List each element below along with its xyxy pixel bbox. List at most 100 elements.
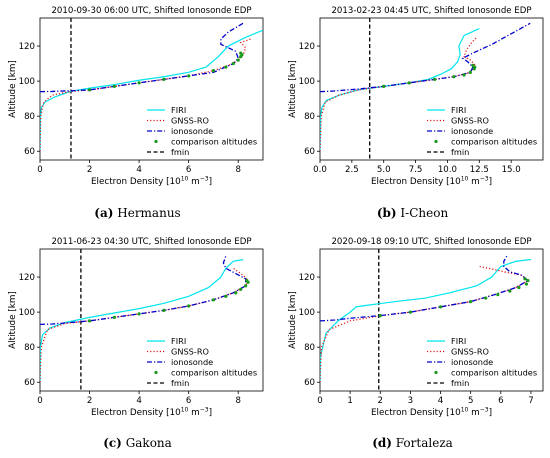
x-tick-label: 0 (37, 396, 42, 406)
series-line-ionosonde (40, 22, 244, 93)
legend-label: ionosonde (171, 357, 213, 367)
x-tick-label: 8 (235, 165, 240, 175)
x-tick-label: 4 (136, 396, 141, 406)
x-tick-label: 4 (438, 396, 443, 406)
y-tick-label: 100 (299, 77, 315, 87)
comparison-point (224, 294, 228, 298)
legend-label: fmin (451, 147, 469, 157)
chart-4: 2020-09-18 09:10 UTC, Shifted Ionosonde … (288, 237, 544, 418)
x-tick-label: 5 (468, 396, 473, 406)
legend-label: comparison altitudes (171, 368, 257, 378)
chart-1: 2010-09-30 06:00 UTC, Shifted Ionosonde … (8, 6, 264, 188)
x-tick-label: 2.5 (345, 165, 359, 175)
comparison-point (484, 296, 488, 300)
x-tick-label: 7 (528, 396, 533, 406)
y-tick-label: 120 (19, 42, 35, 52)
comparison-point (162, 77, 166, 81)
y-axis-label: Altitude [km] (288, 291, 298, 349)
plot-frame (319, 248, 544, 392)
comparison-point (378, 314, 382, 318)
legend-label: fmin (171, 378, 189, 388)
comparison-point (382, 84, 386, 88)
legend-marker (154, 139, 158, 144)
plot-frame (39, 248, 264, 392)
comparison-point (524, 282, 529, 286)
series-line-ionosonde (320, 255, 530, 322)
series-line-firi (40, 258, 244, 383)
series-line-gnss-ro (320, 265, 530, 383)
plot-frame (319, 17, 544, 161)
series-line-ionosonde (40, 255, 247, 326)
legend-marker (434, 139, 438, 144)
x-tick-label: 6 (186, 165, 191, 175)
x-tick-label: 1 (347, 396, 352, 406)
comparison-point (526, 278, 530, 283)
comparison-point (187, 304, 191, 308)
comparison-point (137, 312, 141, 316)
legend-label: GNSS-RO (171, 347, 209, 357)
series-line-ionosonde (320, 22, 531, 93)
y-tick-label: 80 (304, 343, 315, 353)
legend-label: ionosonde (451, 126, 493, 136)
comparison-point (236, 58, 240, 62)
caption-d: (d) Fortaleza (372, 436, 453, 450)
y-tick-label: 80 (304, 112, 315, 122)
plot-area (40, 18, 263, 160)
legend-label: GNSS-RO (451, 116, 489, 126)
x-tick-label: 0 (317, 396, 322, 406)
comparison-point (468, 70, 472, 74)
legend-marker (154, 370, 158, 375)
x-tick-label: 8 (235, 396, 240, 406)
x-tick-label: 2 (87, 165, 92, 175)
series-line-firi (320, 258, 532, 383)
x-tick-label: 3 (408, 396, 413, 406)
y-tick-label: 120 (299, 273, 315, 283)
y-tick-label: 60 (24, 378, 35, 388)
y-tick-label: 120 (19, 273, 35, 283)
y-tick-label: 100 (19, 77, 35, 87)
chart-title: 2011-06-23 04:30 UTC, Shifted Ionosonde … (51, 237, 251, 247)
y-axis-label: Altitude [km] (8, 291, 18, 349)
comparison-point (234, 291, 238, 295)
comparison-point (407, 81, 411, 85)
x-tick-label: 2 (87, 396, 92, 406)
series-line-firi (40, 29, 263, 152)
comparison-point (87, 88, 92, 92)
comparison-point (231, 61, 235, 66)
comparison-point (452, 75, 456, 79)
caption-a: (a) Hermanus (94, 206, 181, 220)
comparison-point (244, 284, 248, 288)
x-axis-label: Electron Density [1010 m−3] (91, 176, 212, 188)
chart-title: 2020-09-18 09:10 UTC, Shifted Ionosonde … (331, 237, 531, 247)
legend-label: ionosonde (451, 357, 493, 367)
plot-area (320, 249, 532, 391)
x-tick-label: 5.0 (377, 165, 391, 175)
y-tick-label: 60 (304, 378, 315, 388)
series-line-gnss-ro (40, 267, 249, 383)
comparison-point (471, 63, 475, 67)
legend-label: comparison altitudes (451, 368, 537, 378)
legend-label: GNSS-RO (451, 347, 489, 357)
x-axis-label: Electron Density [1010 m−3] (91, 407, 212, 419)
comparison-point (239, 287, 243, 291)
comparison-point (508, 289, 512, 293)
x-tick-label: 10.0 (438, 165, 457, 175)
y-tick-label: 60 (304, 147, 315, 157)
plot-area (320, 18, 531, 160)
comparison-point (517, 285, 521, 290)
x-tick-label: 6 (186, 396, 191, 406)
series-line-gnss-ro (40, 38, 251, 152)
legend-marker (434, 370, 438, 375)
comparison-point (187, 74, 191, 78)
x-tick-label: 6 (498, 396, 503, 406)
y-axis-label: Altitude [km] (288, 60, 298, 118)
x-tick-label: 0.0 (313, 165, 327, 175)
comparison-point (408, 310, 413, 314)
comparison-point (496, 292, 500, 297)
comparison-point (211, 298, 216, 302)
x-tick-label: 12.5 (470, 165, 489, 175)
